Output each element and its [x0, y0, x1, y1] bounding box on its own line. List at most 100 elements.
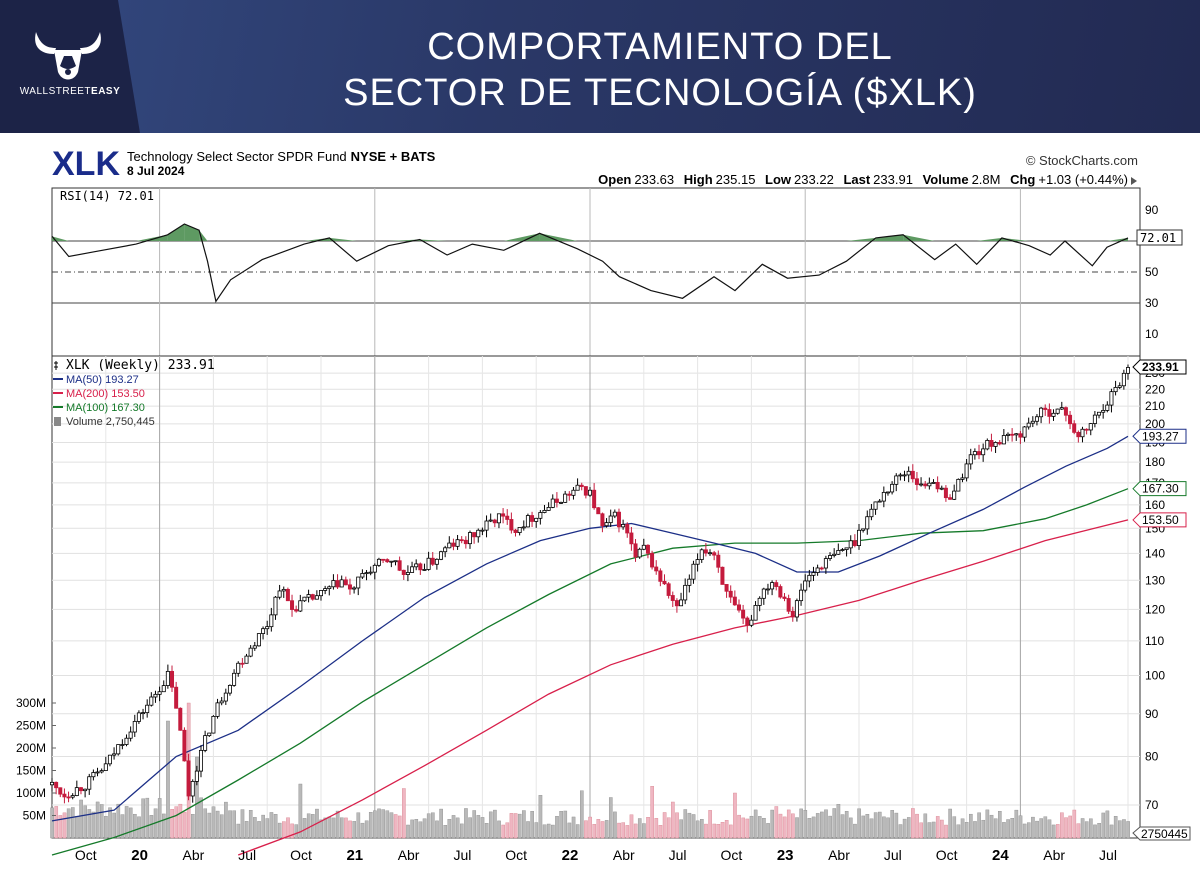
- volume-bar: [517, 813, 522, 839]
- candle-body: [563, 493, 568, 503]
- volume-bar: [373, 810, 377, 839]
- volume-bar: [79, 799, 83, 839]
- candle-body: [1097, 411, 1102, 416]
- rsi-overbought-segment: [329, 237, 357, 241]
- rsi-overbought-segment: [419, 239, 448, 241]
- candle-body: [645, 544, 650, 554]
- candle-body: [906, 470, 911, 476]
- candlesticks: [50, 364, 1131, 804]
- volume-bar: [451, 815, 456, 839]
- candle-body: [803, 580, 808, 591]
- candle-body: [1010, 433, 1015, 436]
- candle-body: [285, 588, 290, 602]
- volume-bar: [298, 783, 303, 839]
- last-value: 233.91: [873, 172, 913, 187]
- candle-body: [107, 754, 112, 765]
- volume-bar: [774, 806, 779, 839]
- candle-body: [393, 560, 398, 563]
- volume-bar: [58, 815, 63, 839]
- candle-body: [62, 793, 67, 798]
- volume-bar: [766, 823, 770, 839]
- price-tick-label: 120: [1145, 602, 1165, 616]
- price-panel: 2302202102001901801701601501401301201101…: [16, 355, 1191, 856]
- volume-bar: [853, 823, 857, 839]
- rsi-current-label: 72.01: [1136, 229, 1183, 246]
- volume-tag-box: [1132, 826, 1191, 841]
- volume-bar: [162, 813, 166, 839]
- candle-body: [943, 487, 948, 499]
- candle-body: [496, 513, 501, 524]
- candle-body: [116, 744, 121, 755]
- legend-entry: MA(50) 193.27: [66, 374, 139, 386]
- volume-bar: [335, 810, 340, 839]
- x-axis: Oct 20 Abr Jul Oct 21 Abr Jul Oct 22 Abr Jul Oct 23 Ab…: [75, 847, 1117, 864]
- candle-body: [550, 498, 555, 508]
- rsi-overbought-segment: [976, 237, 1002, 241]
- volume-bar: [691, 814, 696, 839]
- candle-body: [997, 442, 1002, 445]
- volume-bar: [799, 808, 803, 839]
- volume-bar: [348, 820, 352, 839]
- candle-body: [836, 550, 841, 555]
- exchange-name: NYSE + BATS: [351, 149, 436, 164]
- volume-bar: [671, 801, 675, 839]
- volume-bar: [1072, 809, 1077, 839]
- low-label: Low: [765, 172, 792, 187]
- volume-bar: [501, 824, 505, 839]
- candle-body: [981, 448, 986, 456]
- candle-body: [629, 532, 634, 545]
- candle-body: [426, 557, 431, 570]
- x-tick-label: Jul: [453, 847, 471, 863]
- volume-bar: [998, 811, 1002, 839]
- volume-bar: [526, 821, 530, 839]
- rsi-tick-label: 30: [1145, 296, 1159, 310]
- volume-bar: [745, 818, 750, 839]
- rsi-current-box: [1136, 229, 1183, 246]
- x-tick-label: 22: [562, 847, 579, 864]
- candle-body: [902, 474, 907, 477]
- volume-bar: [1064, 817, 1068, 839]
- candle-body: [170, 670, 175, 688]
- volume-bar: [1035, 820, 1039, 839]
- banner-stripe: [118, 0, 1200, 133]
- candle-body: [501, 513, 506, 517]
- play-arrow-icon: [1131, 177, 1137, 185]
- candle-body: [790, 610, 795, 618]
- volume-bar: [182, 811, 187, 839]
- candle-body: [621, 524, 626, 528]
- volume-bar: [1043, 816, 1048, 839]
- candle-body: [939, 487, 944, 490]
- candle-body: [687, 578, 692, 586]
- volume-bar: [865, 814, 870, 839]
- volume-bar: [488, 811, 493, 839]
- x-tick-label: Jul: [238, 847, 256, 863]
- low-value: 233.22: [794, 172, 834, 187]
- x-tick-label: Abr: [613, 847, 635, 863]
- volume-bar: [104, 815, 108, 839]
- volume-bar: [567, 822, 572, 839]
- volume-bar: [1055, 824, 1060, 839]
- volume-bar: [741, 817, 746, 839]
- candle-body: [87, 776, 92, 790]
- candle-body: [869, 508, 874, 518]
- candle-body: [1113, 387, 1118, 393]
- candle-body: [993, 442, 998, 447]
- volume-bar: [368, 812, 373, 839]
- x-tick-label: Oct: [505, 847, 527, 863]
- candle-body: [1005, 433, 1010, 436]
- x-tick-label: Oct: [936, 847, 958, 863]
- candle-body: [281, 588, 286, 592]
- volume-bar: [1031, 816, 1035, 839]
- x-tick-label: Abr: [398, 847, 420, 863]
- volume-bar: [137, 816, 141, 839]
- volume-bar: [720, 822, 725, 839]
- candle-body: [385, 559, 390, 563]
- candle-body: [592, 489, 597, 509]
- candle-body: [861, 528, 866, 531]
- volume-bar: [236, 823, 241, 839]
- candle-body: [236, 662, 241, 674]
- candle-body: [310, 594, 315, 600]
- volume-bar: [571, 816, 576, 839]
- legend-entry: MA(200) 153.50: [66, 388, 145, 400]
- rsi-tick-label: 90: [1145, 203, 1159, 217]
